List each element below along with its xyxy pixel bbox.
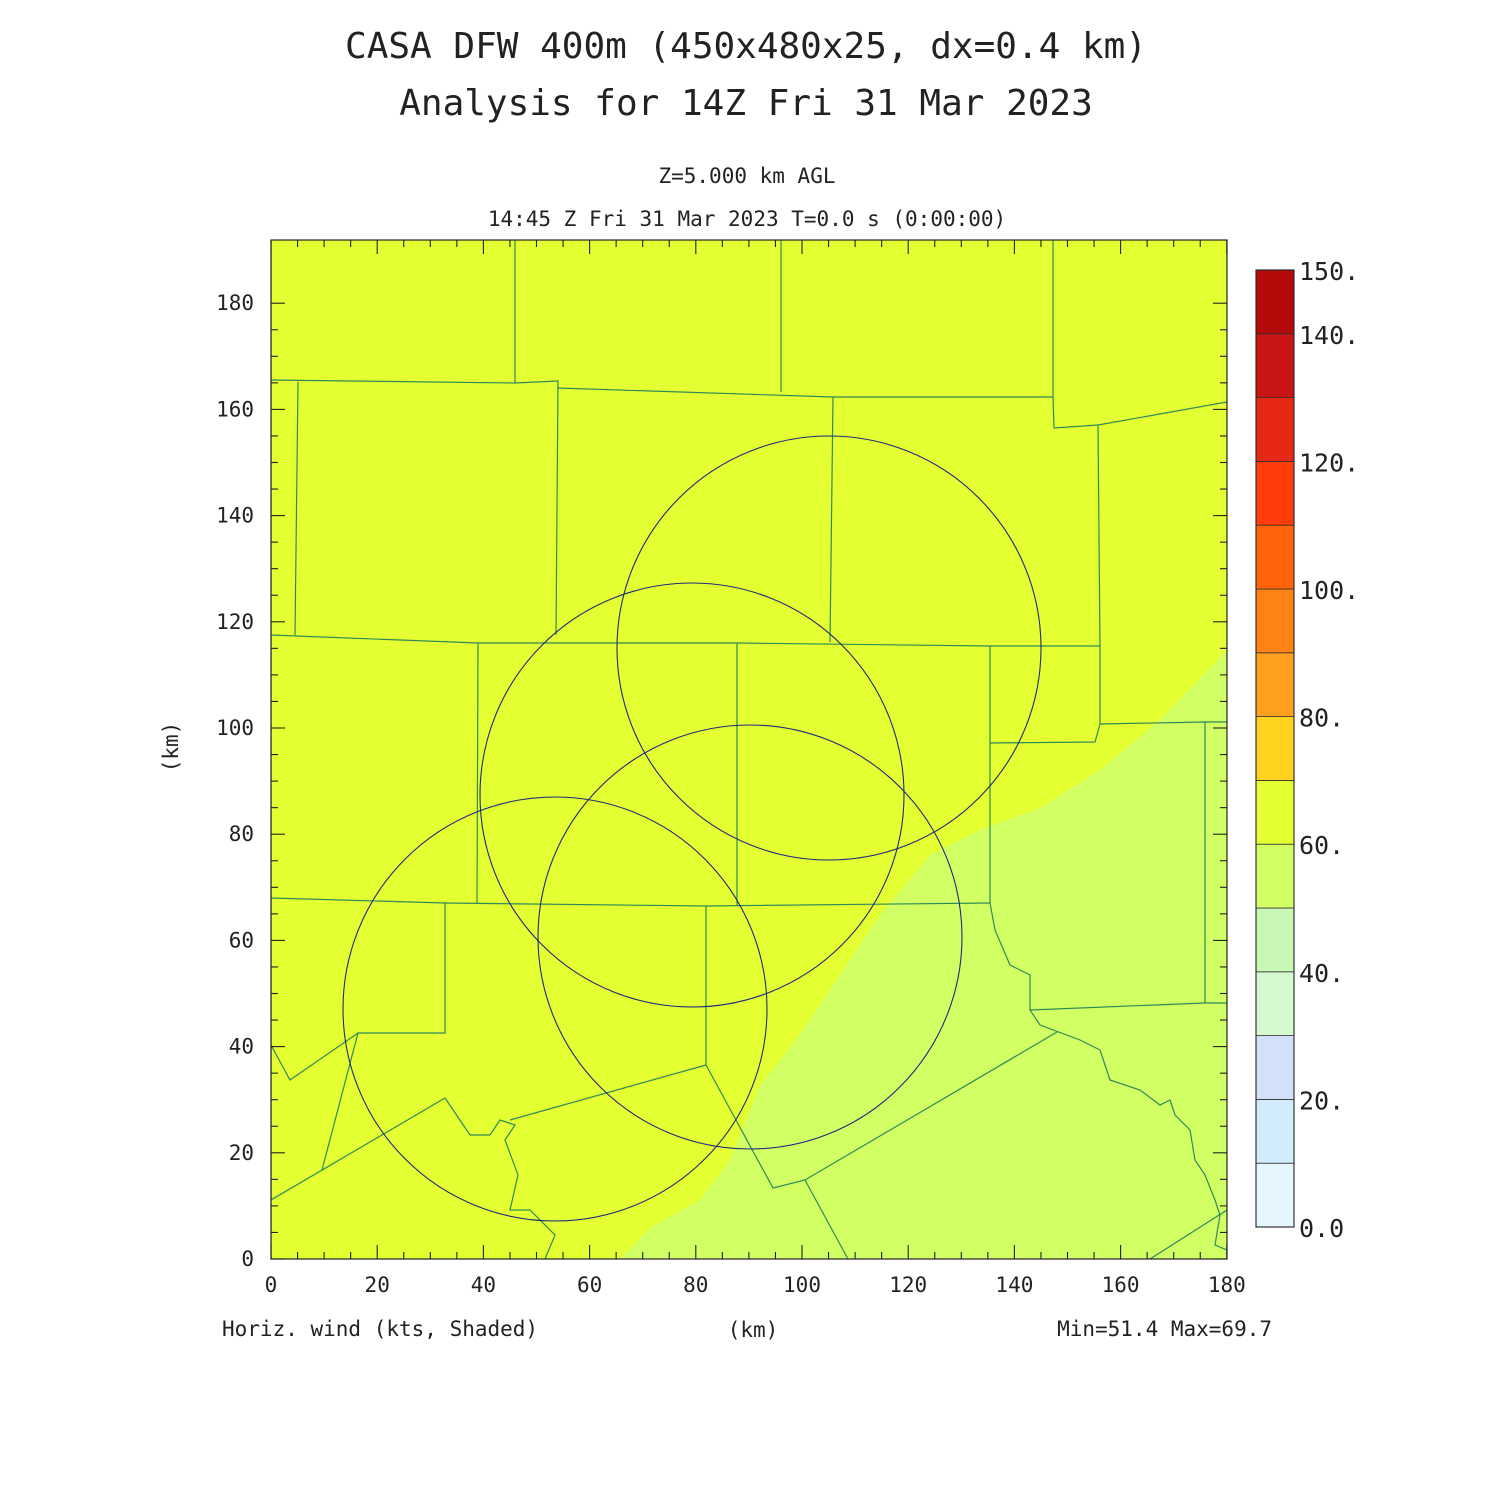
colorbar-swatch [1255, 843, 1295, 909]
map-plot-area [270, 239, 1228, 1260]
colorbar-swatch [1255, 588, 1295, 654]
colorbar-label: 120. [1299, 448, 1359, 477]
y-tick-label: 20 [229, 1141, 254, 1165]
colorbar-swatch [1255, 716, 1295, 781]
colorbar-label: 60. [1299, 831, 1344, 860]
colorbar-label: 140. [1299, 321, 1359, 350]
x-axis-tick-labels: 0 20 40 60 80 100 120 140 160 180 [265, 1273, 1246, 1297]
wind-field-low-region [620, 650, 1227, 1259]
colorbar-swatch [1255, 269, 1295, 335]
x-tick-label: 60 [577, 1273, 602, 1297]
axis-tick-marks [270, 240, 1228, 1260]
colorbar-labels: 0.0 20. 40. 60. 80. 100. 120. 140. 150. [1299, 257, 1359, 1243]
colorbar-swatch [1255, 652, 1295, 717]
colorbar-swatch [1255, 780, 1295, 845]
x-tick-label: 140 [995, 1273, 1033, 1297]
colorbar-label: 150. [1299, 257, 1359, 286]
y-axis-label: (km) [159, 722, 183, 773]
x-tick-label: 120 [889, 1273, 927, 1297]
y-tick-label: 160 [216, 397, 254, 421]
colorbar-swatch [1255, 460, 1295, 526]
x-tick-label: 80 [683, 1273, 708, 1297]
colorbar [1255, 269, 1295, 1228]
colorbar-swatch [1255, 333, 1295, 398]
time-label: 14:45 Z Fri 31 Mar 2023 T=0.0 s (0:00:00… [488, 207, 1006, 231]
field-label: Horiz. wind (kts, Shaded) [222, 1317, 538, 1341]
colorbar-frame [1255, 269, 1295, 1228]
colorbar-label: 80. [1299, 704, 1344, 733]
colorbar-swatch [1255, 971, 1295, 1036]
x-tick-label: 0 [265, 1273, 278, 1297]
radar-range-rings [342, 435, 1042, 1222]
radar-ring [537, 724, 963, 1150]
figure-title-line2: Analysis for 14Z Fri 31 Mar 2023 [399, 83, 1093, 124]
y-tick-label: 40 [229, 1035, 254, 1059]
x-tick-label: 100 [783, 1273, 821, 1297]
radar-ring [342, 796, 768, 1222]
radar-ring [616, 435, 1042, 861]
colorbar-swatch [1255, 907, 1295, 973]
x-tick-label: 20 [365, 1273, 390, 1297]
x-axis-label: (km) [728, 1318, 779, 1342]
colorbar-swatch [1255, 1035, 1295, 1100]
county-boundaries [271, 240, 1227, 1259]
y-tick-label: 120 [216, 610, 254, 634]
y-tick-label: 60 [229, 928, 254, 952]
colorbar-swatch [1255, 524, 1295, 590]
colorbar-label: 0.0 [1299, 1214, 1344, 1243]
colorbar-label: 40. [1299, 959, 1344, 988]
colorbar-label: 100. [1299, 576, 1359, 605]
min-max-label: Min=51.4 Max=69.7 [1057, 1317, 1272, 1341]
y-tick-label: 180 [216, 291, 254, 315]
y-tick-label: 0 [241, 1247, 254, 1271]
x-tick-label: 40 [471, 1273, 496, 1297]
colorbar-swatch [1255, 397, 1295, 462]
figure-title-line1: CASA DFW 400m (450x480x25, dx=0.4 km) [345, 26, 1147, 67]
level-label: Z=5.000 km AGL [658, 164, 835, 188]
colorbar-swatch [1255, 1099, 1295, 1164]
y-tick-label: 80 [229, 822, 254, 846]
y-axis-tick-labels: 0 20 40 60 80 100 120 140 160 180 [216, 291, 254, 1271]
x-tick-label: 160 [1102, 1273, 1140, 1297]
colorbar-swatch [1255, 1162, 1295, 1228]
y-tick-label: 100 [216, 716, 254, 740]
y-tick-label: 140 [216, 504, 254, 528]
radar-ring [479, 582, 905, 1008]
x-tick-label: 180 [1208, 1273, 1246, 1297]
colorbar-label: 20. [1299, 1086, 1344, 1115]
